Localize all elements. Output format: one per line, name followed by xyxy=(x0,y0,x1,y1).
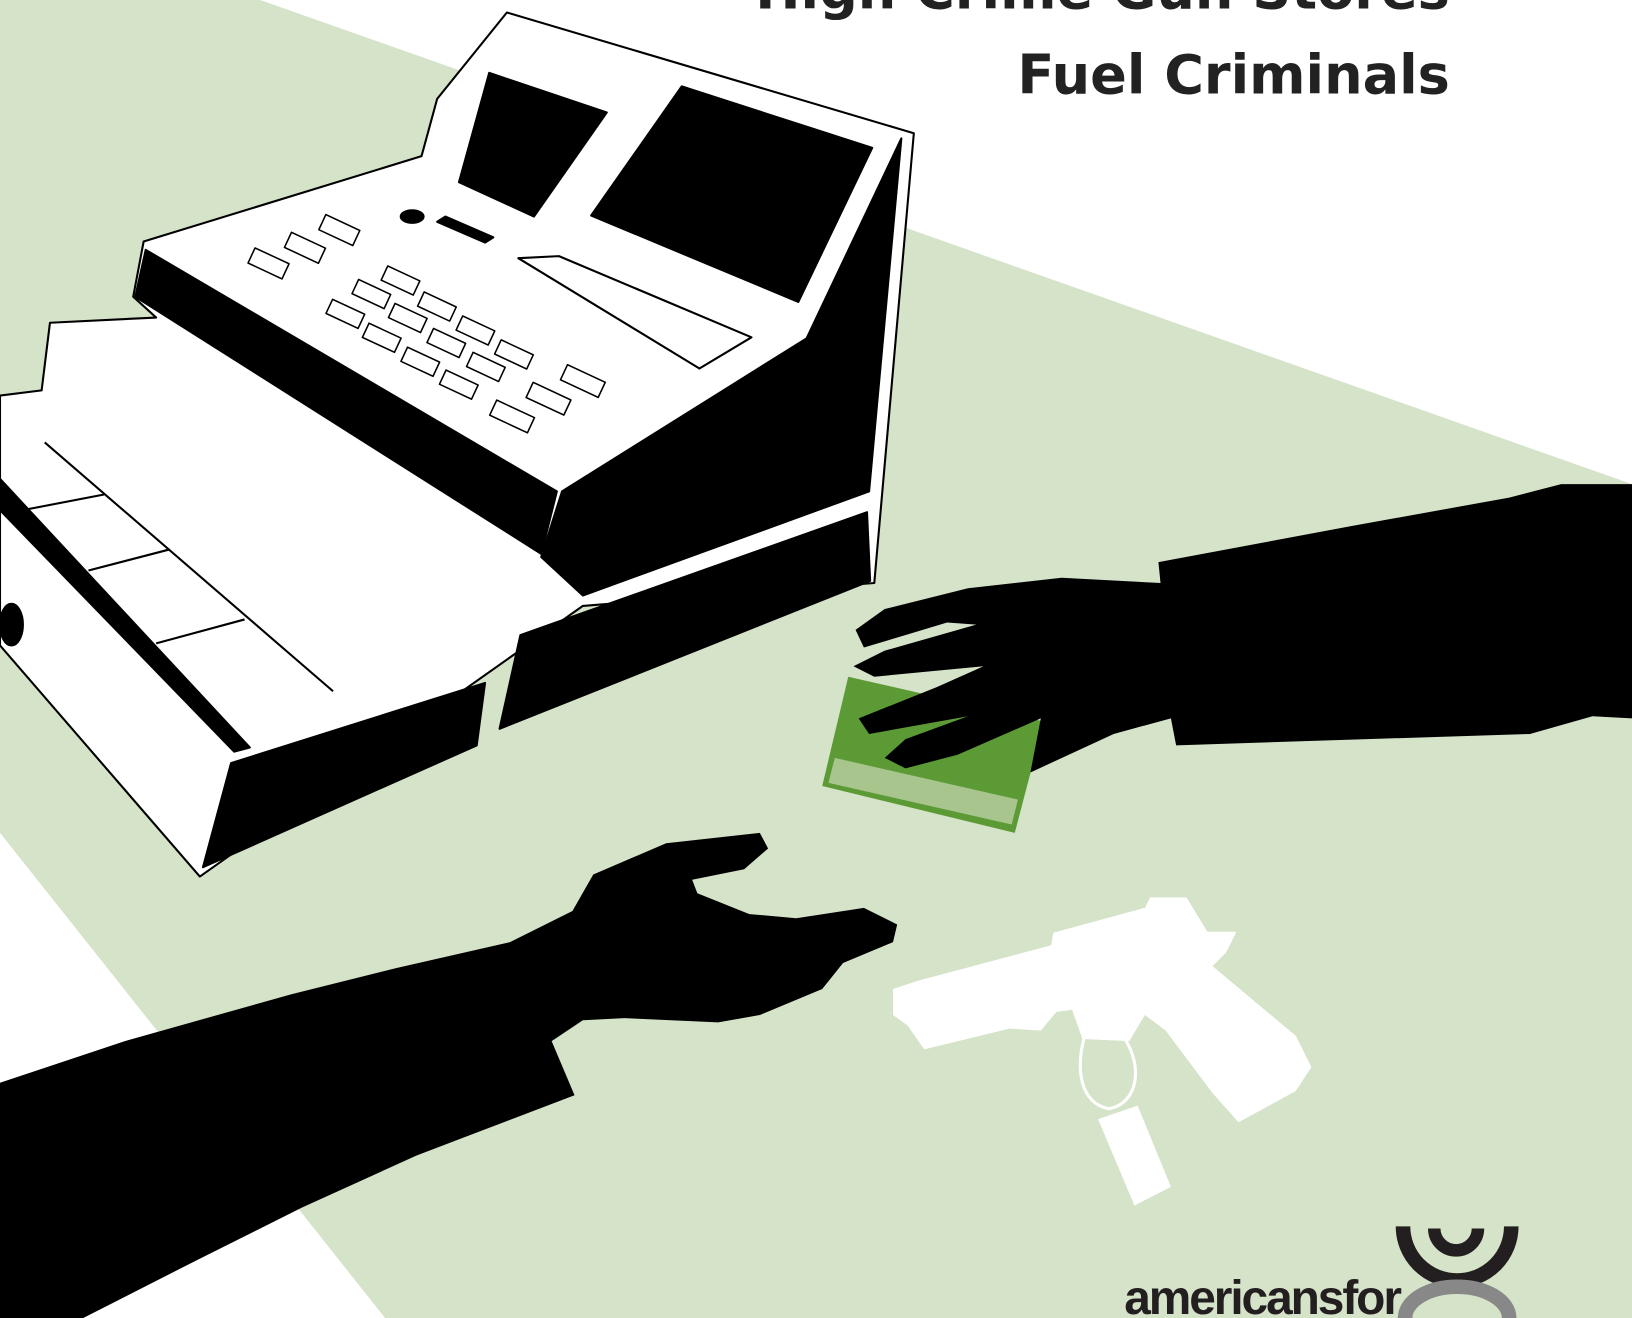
cover: High Crime Gun Stores Fuel Criminals ame… xyxy=(0,0,1632,1318)
page: High Crime Gun Stores Fuel Criminals ame… xyxy=(0,0,1632,1318)
logo-text: americansfor xyxy=(1124,1272,1401,1318)
title-line: High Crime Gun Stores xyxy=(755,0,1450,21)
title-line: Fuel Criminals xyxy=(1017,44,1449,107)
